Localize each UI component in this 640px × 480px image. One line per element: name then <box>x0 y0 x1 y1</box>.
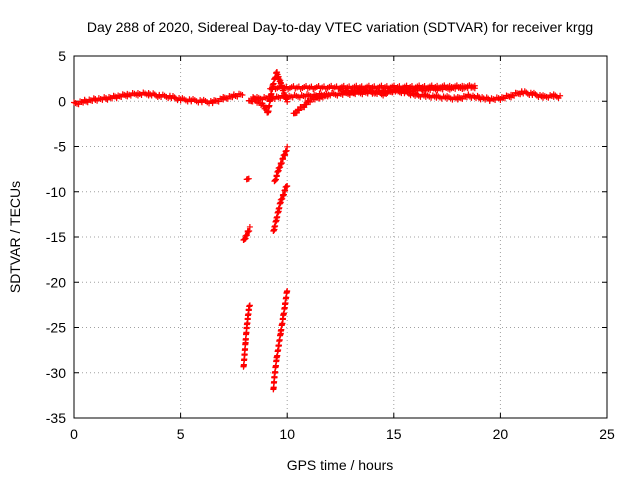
series-near-zero-band-1 <box>71 89 246 108</box>
series-arc-at-8-h-low <box>240 302 253 370</box>
data-point <box>307 99 314 106</box>
data-point <box>209 100 216 107</box>
data-point <box>267 85 274 92</box>
data-point <box>215 98 222 105</box>
y-axis-label: SDTVAR / TECUs <box>7 181 23 293</box>
series-steep-descent <box>270 183 291 234</box>
data-point <box>279 195 286 202</box>
data-points <box>71 69 564 393</box>
data-point <box>284 183 291 190</box>
series-upper-steep-arc <box>271 143 291 185</box>
data-point <box>246 227 253 234</box>
x-tick-label: 20 <box>493 426 509 442</box>
data-point <box>246 223 253 230</box>
data-point <box>557 92 564 99</box>
plot-frame <box>73 55 608 419</box>
x-tick-label: 15 <box>386 426 402 442</box>
data-point <box>244 231 251 238</box>
data-point <box>279 156 286 163</box>
data-point <box>277 164 284 171</box>
x-tick-label: 0 <box>70 426 78 442</box>
x-axis-label: GPS time / hours <box>287 457 394 473</box>
y-tick-label: 0 <box>58 93 66 109</box>
data-point <box>239 92 246 99</box>
ticks: 0 5 10 15 20 25 -35 -30 -25 -20 -15 -10 -5 0 5 <box>46 48 615 442</box>
series-around-9-10-h <box>250 69 291 116</box>
y-tick-label: -10 <box>46 184 66 200</box>
y-tick-label: -25 <box>46 320 66 336</box>
data-point <box>284 143 291 150</box>
series-arc-at-8-h-high <box>243 175 252 183</box>
y-tick-label: -15 <box>46 229 66 245</box>
y-tick-label: -35 <box>46 410 66 426</box>
data-point <box>296 107 303 114</box>
y-tick-label: -5 <box>54 139 67 155</box>
data-point <box>245 175 252 182</box>
x-tick-label: 5 <box>177 426 185 442</box>
series-arc-at-8-h-mid <box>240 223 253 244</box>
series-outliers <box>245 82 478 105</box>
data-point <box>284 287 291 294</box>
series-deep-descent <box>270 287 291 393</box>
y-tick-label: 5 <box>58 48 66 64</box>
y-tick-label: -30 <box>46 365 66 381</box>
x-tick-label: 10 <box>279 426 295 442</box>
grid <box>74 56 607 418</box>
chart-title: Day 288 of 2020, Sidereal Day-to-day VTE… <box>87 19 593 35</box>
y-tick-label: -20 <box>46 274 66 290</box>
data-point <box>246 302 253 309</box>
data-point <box>511 92 518 99</box>
x-tick-label: 25 <box>599 426 615 442</box>
